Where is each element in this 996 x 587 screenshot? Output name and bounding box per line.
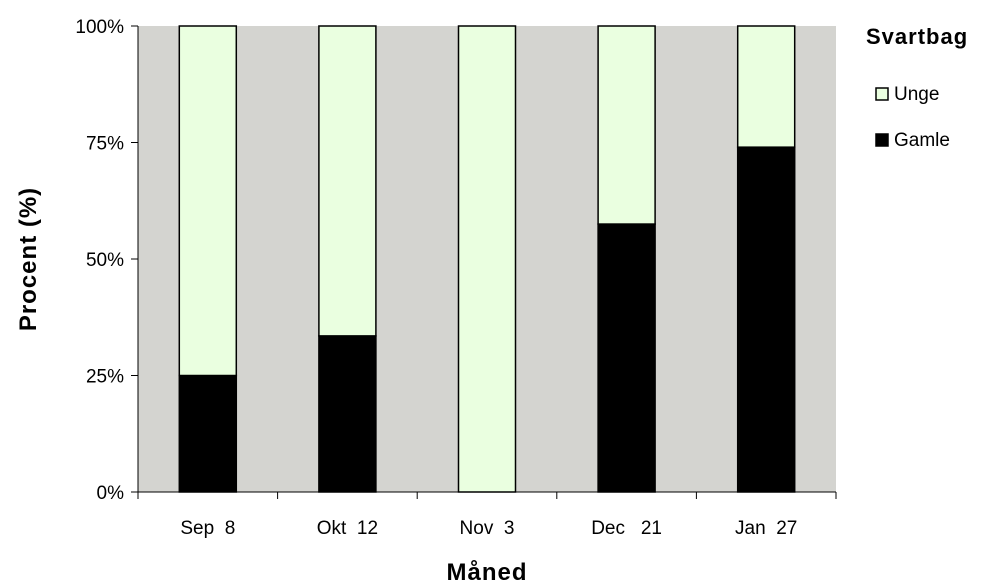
x-tick-label: Nov 3 (460, 518, 515, 539)
legend-swatch-unge (875, 87, 889, 101)
y-tick-label: 100% (75, 17, 124, 38)
y-axis-title: Procent (%) (15, 187, 42, 331)
x-tick-label: Jan 27 (735, 518, 797, 539)
bar-unge (736, 25, 796, 148)
x-tick-label: Dec 21 (591, 518, 662, 539)
y-ticks: 0% 25% 50% 75% 100% (75, 17, 138, 504)
bar-gamle (318, 335, 377, 493)
bars (178, 25, 796, 493)
x-tick-label: Okt 12 (317, 518, 378, 539)
x-tick-label: Sep 8 (180, 518, 235, 539)
bar-unge (178, 25, 238, 377)
y-tick-label: 50% (86, 250, 124, 271)
y-tick-label: 25% (86, 367, 124, 388)
bar-unge (318, 25, 377, 337)
legend: Unge Gamle (875, 84, 950, 151)
bar-unge (457, 25, 517, 493)
legend-label-gamle: Gamle (894, 130, 950, 151)
x-axis-title: Måned (446, 559, 527, 586)
y-tick-label: 0% (97, 483, 125, 504)
bar-unge (597, 25, 656, 225)
chart-title: Svartbag (866, 24, 968, 49)
bar-gamle (178, 374, 238, 493)
x-ticks: Sep 8 Okt 12 Nov 3 Dec 21 Jan 27 (137, 492, 837, 539)
bar-gamle (597, 223, 656, 493)
bar-gamle (736, 146, 796, 493)
legend-swatch-gamle (875, 133, 889, 147)
legend-label-unge: Unge (894, 84, 939, 105)
y-tick-label: 75% (86, 134, 124, 155)
